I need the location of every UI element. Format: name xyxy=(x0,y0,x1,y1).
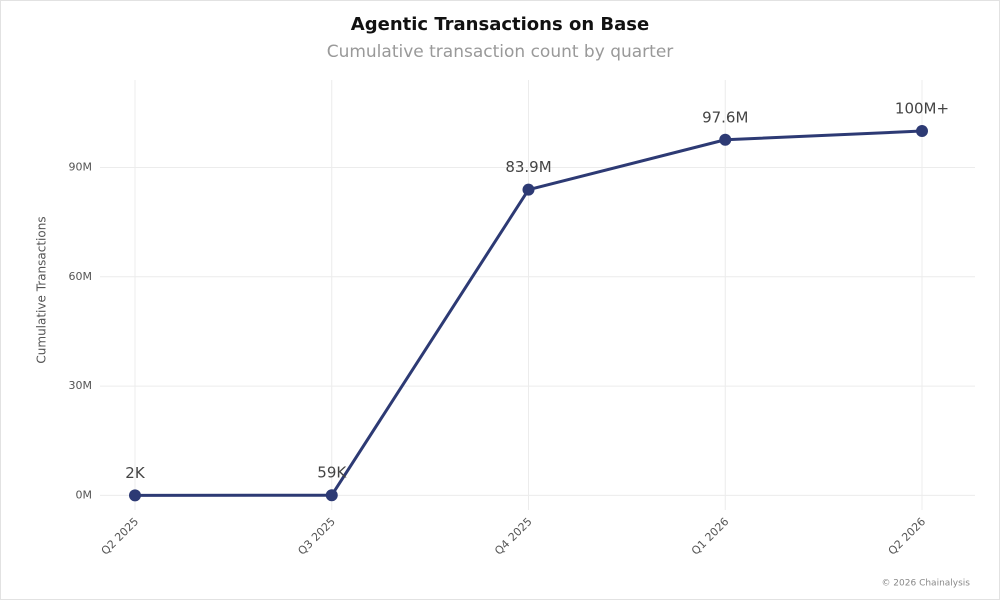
data-point xyxy=(129,489,141,502)
chart-subtitle: Cumulative transaction count by quarter xyxy=(327,42,674,62)
data-point xyxy=(916,125,928,138)
data-point xyxy=(522,183,535,196)
y-tick-label: 90M xyxy=(69,160,93,173)
y-tick-label: 60M xyxy=(69,270,93,283)
data-point xyxy=(325,489,338,502)
data-label: 97.6M xyxy=(702,108,748,126)
data-label: 2K xyxy=(125,464,146,482)
data-label: 83.9M xyxy=(505,158,551,176)
y-tick-label: 30M xyxy=(69,379,93,392)
chart-title: Agentic Transactions on Base xyxy=(351,14,649,35)
data-point xyxy=(719,133,732,146)
data-label: 59K xyxy=(317,464,347,482)
data-label: 100M+ xyxy=(895,100,949,118)
y-axis-label: Cumulative Transactions xyxy=(35,216,49,363)
source-note: © 2026 Chainalysis xyxy=(881,579,970,589)
y-tick-label: 0M xyxy=(76,488,93,501)
